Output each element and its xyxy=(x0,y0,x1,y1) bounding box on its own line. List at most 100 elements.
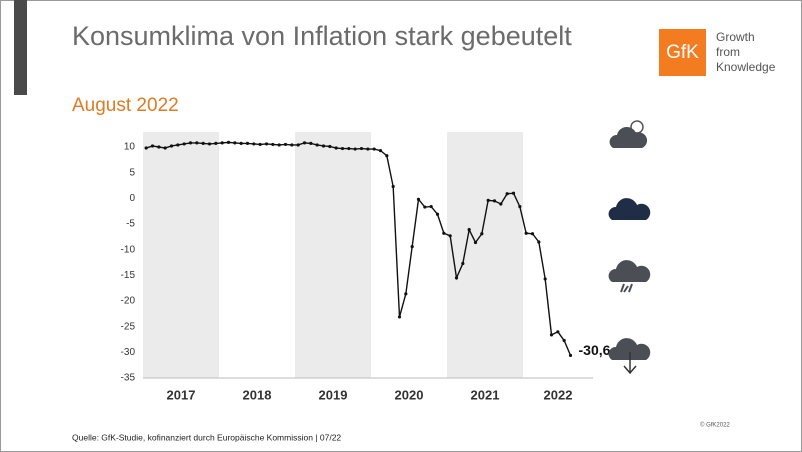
point xyxy=(334,146,338,150)
y-tick-label: -25 xyxy=(121,321,136,332)
point xyxy=(176,143,180,147)
value-label: -30,6 xyxy=(579,342,611,358)
y-tick-label: 5 xyxy=(129,167,135,178)
point xyxy=(518,204,522,209)
point xyxy=(283,142,288,147)
y-tick-label: -30 xyxy=(121,347,136,358)
point xyxy=(530,232,535,236)
point xyxy=(245,141,250,146)
point xyxy=(543,277,547,281)
point xyxy=(562,338,566,343)
point xyxy=(239,141,243,146)
point xyxy=(492,199,497,203)
point xyxy=(157,145,161,149)
point xyxy=(214,141,218,146)
x-tick-label: 2018 xyxy=(243,387,272,402)
logo-text: Knowledge xyxy=(716,60,776,74)
point xyxy=(163,146,167,150)
point xyxy=(429,204,433,209)
point xyxy=(397,315,402,319)
point xyxy=(182,142,186,146)
point xyxy=(480,232,484,236)
point xyxy=(201,141,205,146)
point xyxy=(568,353,573,358)
y-tick-label: -15 xyxy=(121,270,136,281)
point xyxy=(340,146,345,151)
point xyxy=(277,143,281,147)
point xyxy=(499,202,503,206)
plot: 2017 2018 2019 2020 2021 2022 10 5 0 -5 -10 -15 -20 -… xyxy=(121,132,611,402)
y-tick-label: 0 xyxy=(129,193,135,204)
x-tick-label: 2017 xyxy=(167,387,196,402)
chart-title: Konsumklima von Inflation stark gebeutel… xyxy=(72,21,572,51)
x-tick-label: 2019 xyxy=(319,387,348,402)
x-tick-label: 2022 xyxy=(544,387,573,402)
copyright: © GfK2022 xyxy=(700,422,730,429)
point xyxy=(226,140,231,144)
point xyxy=(347,146,351,151)
year-band xyxy=(447,132,523,378)
point xyxy=(467,228,471,232)
point xyxy=(144,146,148,150)
point xyxy=(410,244,414,249)
year-band xyxy=(295,132,371,378)
point xyxy=(169,144,174,148)
logo-box xyxy=(659,29,706,76)
point xyxy=(556,330,560,334)
point xyxy=(385,154,389,158)
logo-text: Growth xyxy=(716,30,755,44)
point xyxy=(309,141,313,146)
x-tick-label: 2020 xyxy=(395,387,424,402)
point xyxy=(353,147,357,151)
icon-partly-cloudy xyxy=(609,120,648,148)
point xyxy=(220,141,224,145)
icon-cloud xyxy=(608,198,651,220)
point xyxy=(524,231,528,235)
point xyxy=(537,240,541,244)
point xyxy=(461,261,465,266)
point xyxy=(416,197,421,201)
point xyxy=(252,142,256,146)
source-note: Quelle: GfK-Studie, kofinanziert durch E… xyxy=(72,432,341,442)
point xyxy=(366,147,370,151)
logo-text: from xyxy=(716,45,740,59)
point xyxy=(264,142,269,146)
point xyxy=(378,148,383,153)
point xyxy=(442,231,446,235)
point xyxy=(423,205,427,209)
point xyxy=(454,276,459,280)
point xyxy=(315,143,319,147)
point xyxy=(150,144,155,148)
point xyxy=(321,144,326,148)
x-tick-label: 2021 xyxy=(471,387,500,402)
point xyxy=(302,141,307,145)
point xyxy=(435,212,440,216)
accent-bar xyxy=(14,0,27,95)
point xyxy=(511,191,516,195)
chart-subtitle: August 2022 xyxy=(72,95,179,116)
y-tick-label: -5 xyxy=(126,219,135,230)
point xyxy=(391,184,395,189)
icon-storm-cloud xyxy=(608,338,651,375)
point xyxy=(271,142,275,147)
icon-rain-cloud xyxy=(608,260,651,293)
point xyxy=(195,141,199,145)
y-tick-label: 10 xyxy=(124,142,136,153)
point xyxy=(258,142,262,147)
y-tick-label: -20 xyxy=(121,296,136,307)
point xyxy=(233,141,237,145)
point xyxy=(188,141,193,145)
point xyxy=(505,192,509,196)
point xyxy=(486,198,490,202)
point xyxy=(290,143,294,147)
point xyxy=(404,292,408,296)
point xyxy=(296,143,300,147)
y-tick-label: -10 xyxy=(121,244,136,255)
y-tick-label: -35 xyxy=(121,373,136,384)
year-band xyxy=(143,132,219,378)
point xyxy=(207,142,212,146)
point xyxy=(549,333,554,337)
point xyxy=(372,147,376,151)
point xyxy=(473,240,478,245)
